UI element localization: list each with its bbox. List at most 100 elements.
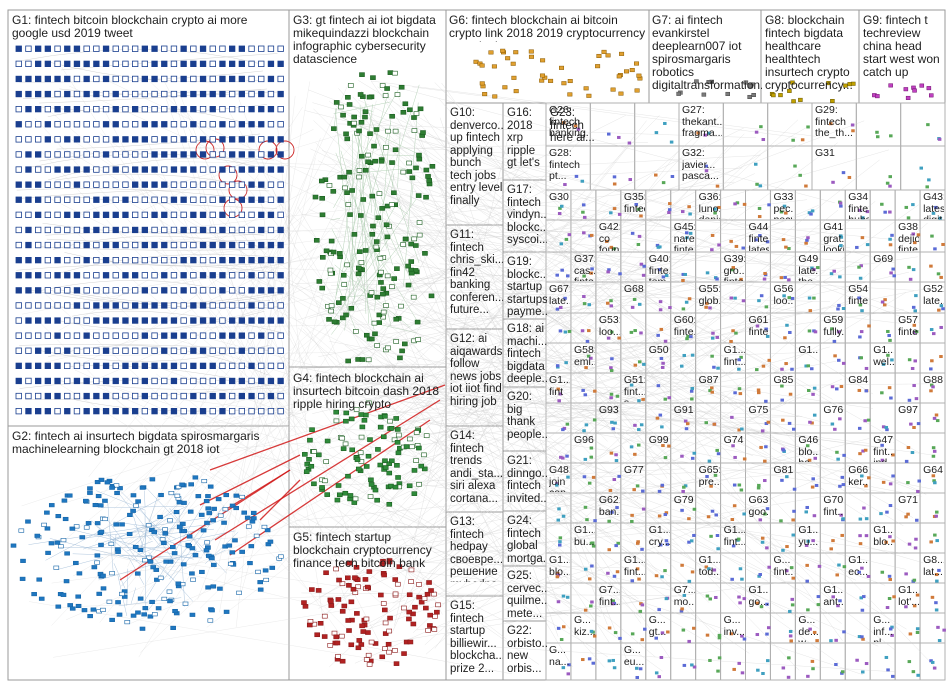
node-g1 [228,241,236,249]
panel-cell [720,642,746,681]
node-g4 [363,464,370,469]
node-g2 [19,576,26,581]
node-small-group [831,595,835,599]
node-g1 [199,241,207,249]
node-small-group [687,297,692,301]
node-g1 [73,136,81,143]
node-small-group [657,268,662,272]
node-g3 [358,213,364,218]
node-small-group [739,277,743,281]
node-g1 [54,407,61,415]
node-g5 [366,662,373,667]
node-small-group [732,483,737,487]
node-g1 [277,347,284,354]
node-g4 [348,416,355,422]
node-small-group [610,420,614,424]
node-small-group [630,519,634,523]
node-g4 [324,438,331,444]
node-g2 [119,591,125,596]
node-small-group [859,330,864,334]
node-small-group [667,211,671,215]
node-g5 [412,604,418,610]
node-small-group [761,364,766,368]
node-small-group [805,444,810,448]
edge-inter-group [194,208,361,228]
node-small-group [810,659,815,663]
edge-inter-group [337,123,756,138]
node-g1 [248,90,255,98]
edge-inter-group [405,268,671,659]
node-small-group [840,475,845,479]
node-g1 [131,60,139,67]
node-g3 [313,238,320,243]
panel-cell [595,582,622,614]
node-g1 [122,121,129,128]
node-small-group [704,421,709,425]
edge-inter-group [61,67,300,437]
edge-inter-group [355,495,830,575]
edge-inter-group [394,126,511,626]
node-g1 [35,211,42,219]
node-g3 [340,112,346,118]
node-g1 [238,317,246,324]
edge-inter-group [166,220,438,242]
node-g2 [186,544,193,549]
node-small-group [717,243,721,247]
node-g1 [15,166,22,173]
node-g1 [219,136,226,143]
node-small-group [737,595,741,599]
node-g1 [258,317,265,324]
node-small-group [939,304,944,308]
node-small-group [607,626,612,630]
node-small-group [565,595,570,599]
node-g3 [353,329,359,334]
node-g1 [248,377,255,385]
edge-inter-group [334,383,541,435]
node-g5 [393,661,400,666]
node-small-group [683,272,687,276]
node-small-group [755,182,759,186]
node-small-group [655,416,660,420]
node-g1 [83,347,90,354]
node-g1 [267,407,275,415]
node-g1 [228,226,236,234]
node-g3 [380,309,387,315]
node-small-group [836,307,840,311]
node-g5 [353,565,360,570]
node-g7 [748,84,754,89]
node-g5 [396,564,403,569]
panel-cell [919,612,946,644]
node-small-group [585,518,589,522]
node-small-group [729,296,734,300]
node-small-group [667,444,671,448]
node-small-group [681,272,686,276]
node-g1 [170,302,178,309]
node-g1 [25,407,32,415]
edge-inter-group [197,154,369,600]
node-g2 [81,608,88,613]
edge-inter-group [321,150,798,326]
node-g1 [161,106,168,113]
node-g3 [378,280,384,285]
node-g1 [199,287,207,294]
node-g1 [102,60,110,67]
node-g1 [73,317,81,324]
node-g5 [401,651,407,656]
node-g3 [411,128,418,133]
node-g1 [15,136,22,143]
node-g1 [112,362,119,370]
node-g4 [354,457,361,462]
node-g5 [392,648,398,653]
node-small-group [657,489,662,493]
node-g3 [319,212,326,218]
node-g2 [87,614,93,619]
node-small-group [740,427,744,431]
panel-cell [894,552,921,584]
node-small-group [787,278,791,282]
panel-cell [769,312,796,344]
node-g2 [167,599,173,604]
node-g1 [102,392,110,400]
node-small-group [633,452,637,456]
panel-cell [570,642,597,681]
node-g1 [44,407,51,415]
